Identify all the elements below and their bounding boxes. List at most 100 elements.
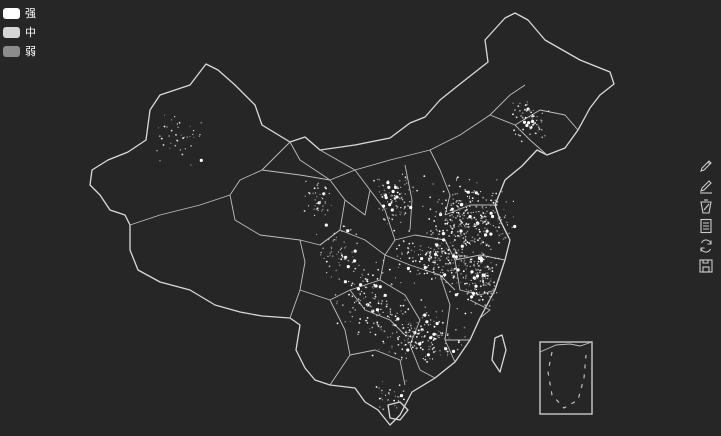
heat-point — [508, 232, 510, 234]
heat-point — [448, 252, 451, 255]
heat-point — [432, 339, 435, 341]
heat-point — [419, 272, 421, 274]
heat-point — [445, 218, 447, 220]
heat-point — [496, 230, 498, 232]
heat-point — [491, 270, 494, 272]
document-icon — [700, 218, 712, 234]
heat-point — [415, 328, 418, 331]
heat-point — [490, 199, 493, 202]
legend-item-weak[interactable]: 弱 — [3, 42, 36, 61]
heat-point — [437, 247, 439, 249]
heat-point — [382, 311, 384, 313]
heat-point — [479, 298, 481, 301]
heat-point — [393, 399, 395, 402]
heat-point — [327, 238, 330, 241]
mark-tool[interactable] — [697, 157, 715, 175]
heat-point — [465, 206, 468, 209]
mark-clear-tool[interactable] — [697, 197, 715, 215]
heat-point — [410, 348, 413, 350]
heat-point — [448, 235, 450, 237]
heat-point — [410, 324, 412, 326]
heat-point — [465, 205, 467, 207]
heat-points — [156, 101, 550, 411]
heat-point — [466, 230, 469, 233]
heat-point — [382, 209, 384, 211]
heat-point — [427, 251, 429, 253]
heat-point — [438, 230, 441, 233]
heat-point — [450, 263, 452, 265]
heat-point — [476, 182, 478, 184]
restore-tool[interactable] — [697, 237, 715, 255]
heat-point — [439, 271, 442, 273]
heat-point — [372, 322, 375, 325]
heat-point — [503, 209, 505, 211]
heat-point — [458, 235, 461, 238]
heat-point — [464, 235, 467, 238]
heat-point — [463, 260, 466, 262]
mark-undo-tool[interactable] — [697, 177, 715, 195]
heat-point — [500, 233, 502, 235]
heat-point — [378, 406, 381, 408]
heat-point — [388, 268, 391, 271]
heat-point — [413, 332, 415, 334]
heat-point — [452, 216, 455, 218]
heat-point — [362, 275, 364, 277]
heat-point — [481, 298, 484, 301]
heat-point — [321, 210, 323, 212]
heat-point — [396, 207, 398, 209]
save-image-tool[interactable] — [697, 257, 715, 275]
heat-point — [361, 273, 363, 275]
heat-point — [400, 186, 402, 188]
heat-point — [443, 250, 445, 252]
heat-point — [369, 305, 372, 308]
heat-point — [436, 264, 439, 266]
heat-point — [460, 260, 463, 262]
heat-point — [466, 226, 468, 228]
heat-point — [411, 265, 413, 267]
heat-point — [438, 273, 440, 276]
heat-point — [435, 321, 439, 326]
data-view-tool[interactable] — [697, 217, 715, 235]
heat-point — [387, 185, 391, 189]
heat-point — [400, 310, 402, 312]
heat-point — [439, 354, 441, 356]
heat-point — [312, 192, 315, 195]
heat-point — [471, 236, 474, 239]
legend-item-medium[interactable]: 中 — [3, 23, 36, 42]
heat-point — [322, 247, 324, 249]
heat-point — [417, 254, 419, 256]
heat-point — [174, 144, 177, 147]
heat-point — [481, 240, 483, 242]
heat-point — [402, 313, 404, 315]
heat-point — [475, 274, 480, 278]
legend-item-strong[interactable]: 强 — [3, 4, 36, 23]
heat-point — [446, 210, 448, 212]
heat-point — [494, 226, 497, 229]
heat-point — [417, 333, 419, 335]
heat-point — [389, 312, 391, 314]
heat-point — [439, 278, 441, 280]
heat-point — [467, 217, 469, 219]
heat-point — [481, 206, 483, 208]
heat-point — [538, 127, 540, 129]
heat-point — [393, 195, 396, 197]
heat-point — [423, 175, 426, 178]
heat-point — [534, 132, 537, 135]
heat-point — [490, 262, 492, 264]
heat-point — [481, 254, 483, 256]
heat-point — [465, 226, 467, 228]
heat-point — [480, 243, 482, 245]
heat-point — [428, 257, 430, 259]
heat-point — [498, 226, 500, 229]
heat-point — [450, 271, 453, 274]
heat-point — [344, 225, 346, 227]
heat-point — [330, 250, 333, 253]
heat-point — [382, 259, 385, 261]
heat-point — [324, 194, 326, 196]
heat-point — [482, 279, 484, 282]
heat-point — [407, 331, 409, 333]
heat-point — [495, 192, 498, 195]
heat-point — [536, 119, 538, 121]
